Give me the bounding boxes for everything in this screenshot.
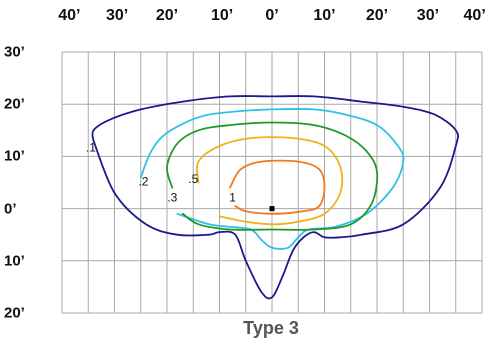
contour-label: .2 [138,175,148,189]
contour-label: .1 [86,141,96,155]
contour-line-5 [230,161,325,214]
contour-label: .5 [188,172,198,186]
chart-title: Type 3 [0,318,493,339]
contour-line-4 [197,137,342,224]
contour-label: 1 [229,190,236,204]
fixture-marker [270,206,275,211]
contour-label: .3 [167,190,177,204]
